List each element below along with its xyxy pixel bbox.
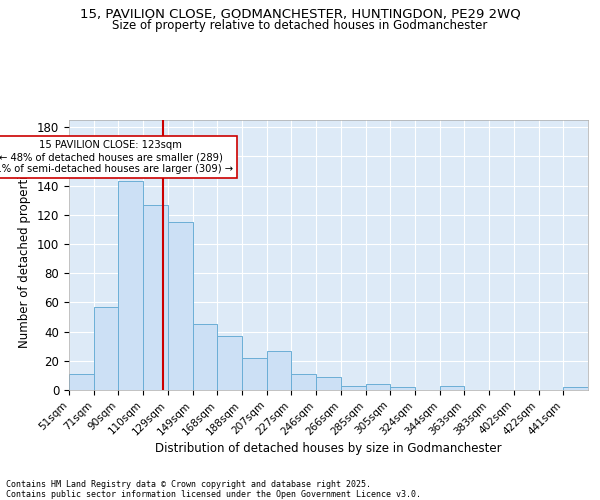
Text: Contains HM Land Registry data © Crown copyright and database right 2025.
Contai: Contains HM Land Registry data © Crown c… [6,480,421,499]
Bar [118,182,143,390]
Bar [94,307,118,390]
X-axis label: Distribution of detached houses by size in Godmanchester: Distribution of detached houses by size … [155,442,502,455]
Bar [563,387,588,390]
Bar [341,386,365,390]
Bar [440,386,464,390]
Bar [143,204,168,390]
Bar [267,350,292,390]
Text: 15 PAVILION CLOSE: 123sqm
← 48% of detached houses are smaller (289)
51% of semi: 15 PAVILION CLOSE: 123sqm ← 48% of detac… [0,140,233,173]
Bar [217,336,242,390]
Bar [193,324,217,390]
Y-axis label: Number of detached properties: Number of detached properties [19,162,31,348]
Text: 15, PAVILION CLOSE, GODMANCHESTER, HUNTINGDON, PE29 2WQ: 15, PAVILION CLOSE, GODMANCHESTER, HUNTI… [80,8,520,20]
Bar [69,374,94,390]
Bar [292,374,316,390]
Bar [316,377,341,390]
Bar [390,387,415,390]
Bar [242,358,267,390]
Bar [168,222,193,390]
Bar [365,384,390,390]
Text: Size of property relative to detached houses in Godmanchester: Size of property relative to detached ho… [112,19,488,32]
